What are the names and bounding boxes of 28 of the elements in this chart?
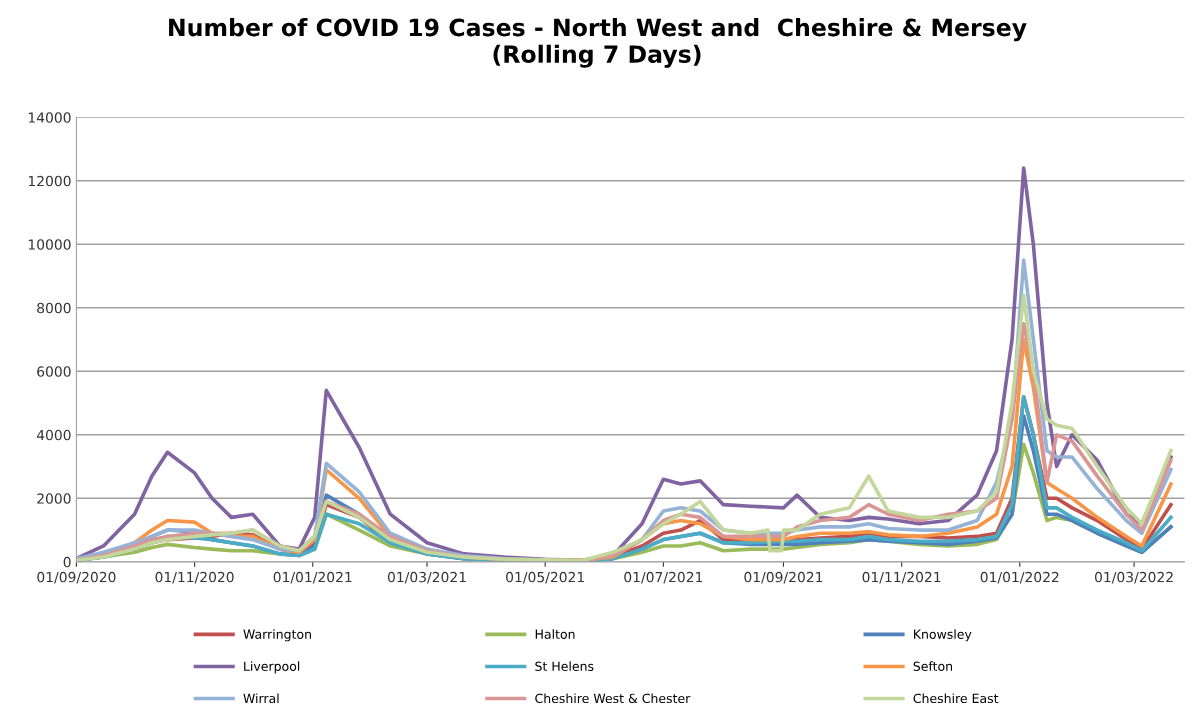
- legend-label: Liverpool: [244, 661, 300, 674]
- x-tick-label: 01/03/2022: [1094, 571, 1173, 584]
- legend-label: Wirral: [243, 693, 279, 704]
- x-tick-label: 01/09/2021: [744, 571, 823, 584]
- legend-label: Cheshire East: [913, 693, 999, 704]
- legend-label: Knowsley: [914, 629, 972, 642]
- x-tick-label: 01/05/2021: [506, 571, 584, 584]
- legend-label: St Helens: [535, 661, 594, 671]
- y-tick-label: 4000: [36, 429, 71, 441]
- y-tick-label: 10000: [28, 239, 71, 250]
- x-tick-label: 01/09/2020: [37, 571, 116, 584]
- x-tick-label: 01/01/2022: [980, 571, 1059, 584]
- x-tick-label: 01/11/2020: [155, 571, 234, 584]
- y-tick-label: 14000: [28, 112, 71, 123]
- y-tick-label: 0: [63, 556, 71, 568]
- y-tick-label: 12000: [28, 175, 71, 187]
- legend-label: Sefton: [913, 661, 953, 671]
- y-tick-label: 6000: [37, 366, 71, 377]
- x-tick-label: 01/11/2021: [862, 571, 941, 584]
- y-tick-label: 2000: [37, 493, 71, 504]
- chart-title: Number of COVID 19 Cases - North West and Cheshire & Mersey (Rolling 7 Days): [169, 18, 1027, 68]
- x-tick-label: 01/01/2021: [273, 571, 352, 584]
- y-tick-label: 8000: [37, 302, 71, 314]
- legend-label: Halton: [535, 629, 575, 639]
- legend-label: Warrington: [243, 629, 311, 642]
- x-tick-label: 01/03/2021: [387, 571, 466, 584]
- legend-label: Cheshire West & Chester: [535, 693, 691, 704]
- x-tick-label: 01/07/2021: [624, 571, 703, 584]
